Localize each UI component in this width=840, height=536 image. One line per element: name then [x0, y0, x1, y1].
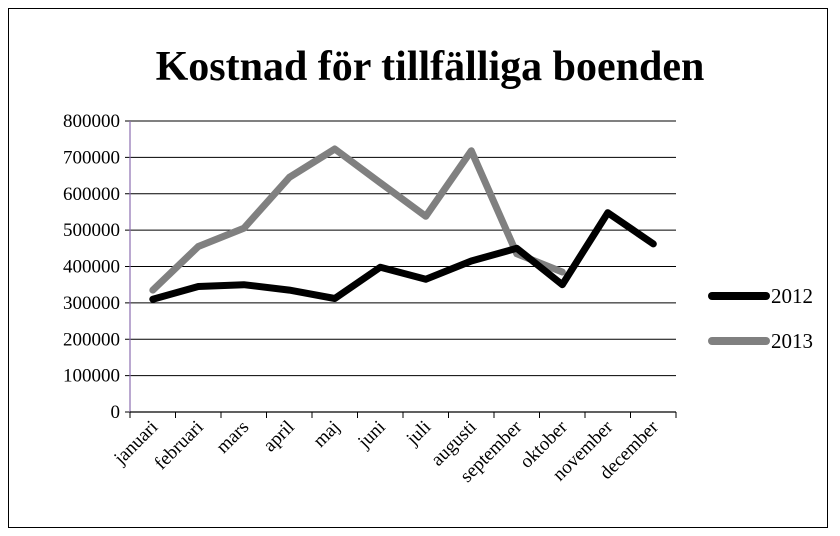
series-line-2012 — [149, 209, 657, 303]
y-tick-label: 400000 — [63, 257, 120, 278]
legend-label-2013: 2013 — [771, 329, 813, 353]
x-tick-label: juli — [402, 417, 435, 450]
axes — [129, 121, 677, 418]
chart-title: Kostnad för tillfälliga boenden — [156, 44, 705, 90]
y-tick-label: 600000 — [63, 184, 120, 205]
series-line-2013 — [149, 145, 566, 294]
x-tick-label: april — [259, 417, 298, 456]
x-tick-label: februari — [150, 417, 207, 474]
x-tick-label: juni — [353, 417, 389, 453]
y-tick-label: 100000 — [63, 366, 120, 387]
chart-frame — [8, 8, 828, 528]
x-tick-label: mars — [212, 417, 253, 458]
y-tick-label: 0 — [111, 402, 121, 423]
legend-label-2012: 2012 — [771, 284, 813, 308]
series-lines — [149, 145, 657, 303]
y-tick-label: 500000 — [63, 220, 120, 241]
x-tick-label: maj — [309, 417, 344, 452]
legend: 2012 2013 — [708, 284, 813, 353]
y-tick-labels: 0 100000 200000 300000 400000 500000 600000 700… — [63, 111, 120, 423]
y-tick-label: 200000 — [63, 329, 120, 350]
y-tick-label: 300000 — [63, 293, 120, 314]
y-tick-label: 700000 — [63, 147, 120, 168]
gridlines — [125, 120, 676, 413]
y-tick-label: 800000 — [63, 111, 120, 132]
